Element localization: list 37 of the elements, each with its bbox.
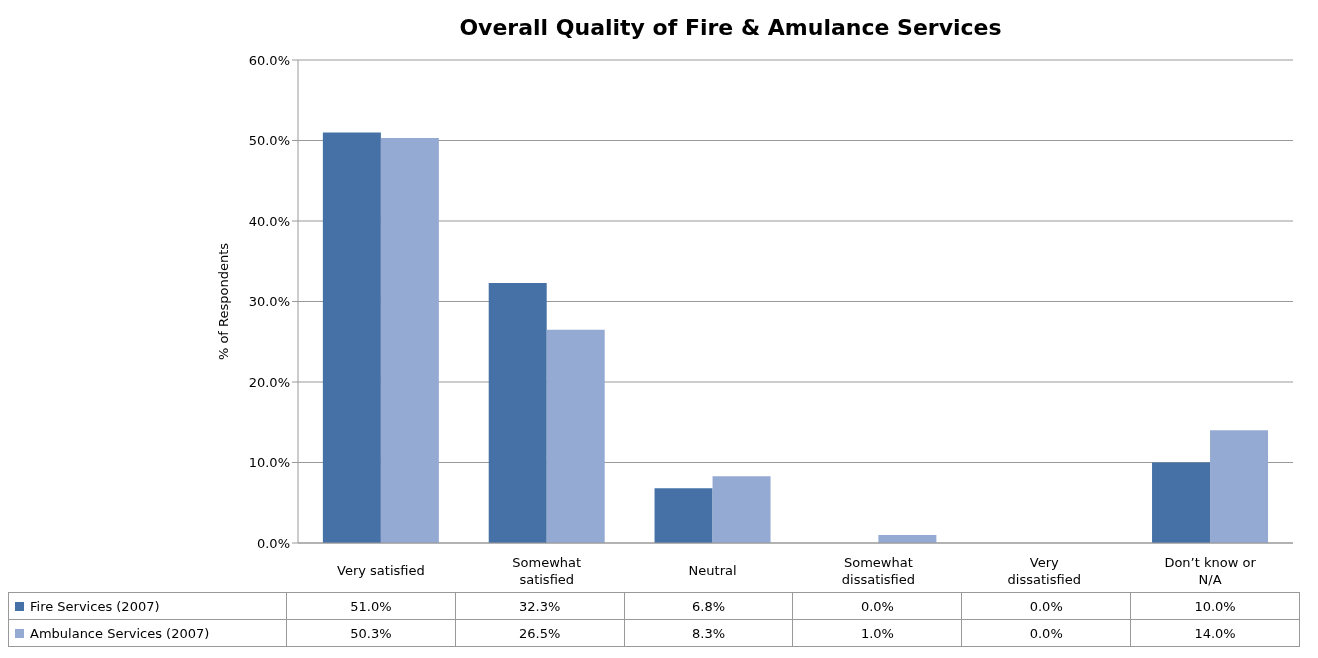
chart-title: Overall Quality of Fire & Amulance Services — [458, 14, 1003, 42]
bar — [712, 476, 771, 543]
data-label: 50.3% — [286, 619, 456, 647]
x-tick-label: Very dissatisfied — [1007, 555, 1081, 587]
data-label: 1.0% — [792, 619, 962, 647]
data-label: 6.8% — [624, 592, 793, 620]
y-tick-label: 20.0% — [248, 374, 290, 390]
data-label: 8.3% — [624, 619, 793, 647]
data-label: 26.5% — [455, 619, 625, 647]
y-tick-label: 0.0% — [256, 535, 290, 551]
x-tick-label: Somewhat satisfied — [512, 555, 582, 587]
data-label: 0.0% — [792, 592, 962, 620]
data-label: 51.0% — [286, 592, 456, 620]
bar — [1210, 430, 1269, 543]
y-tick-label: 30.0% — [248, 294, 290, 310]
bar — [322, 132, 381, 543]
y-tick-label: 40.0% — [248, 213, 290, 229]
legend-label: Fire Services (2007) — [8, 592, 287, 620]
data-label: 0.0% — [961, 592, 1131, 620]
x-tick-label: Don’t know or N/A — [1164, 555, 1257, 587]
data-label: 14.0% — [1130, 619, 1300, 647]
x-tick-label: Neutral — [688, 563, 737, 578]
bar — [546, 329, 605, 543]
y-tick-label: 10.0% — [248, 455, 290, 471]
y-axis-title: % of Respondents — [215, 242, 231, 361]
bar — [380, 138, 439, 543]
x-tick-label: Very satisfied — [337, 563, 425, 578]
y-tick-label: 60.0% — [248, 52, 290, 68]
data-label: 0.0% — [961, 619, 1131, 647]
x-tick-label: Somewhat dissatisfied — [841, 555, 916, 587]
data-label: 10.0% — [1130, 592, 1300, 620]
bar — [654, 488, 713, 543]
y-tick-label: 50.0% — [248, 133, 290, 149]
bar — [488, 282, 547, 543]
data-label: 32.3% — [455, 592, 625, 620]
bar — [1152, 462, 1211, 543]
legend-label: Ambulance Services (2007) — [8, 619, 287, 647]
